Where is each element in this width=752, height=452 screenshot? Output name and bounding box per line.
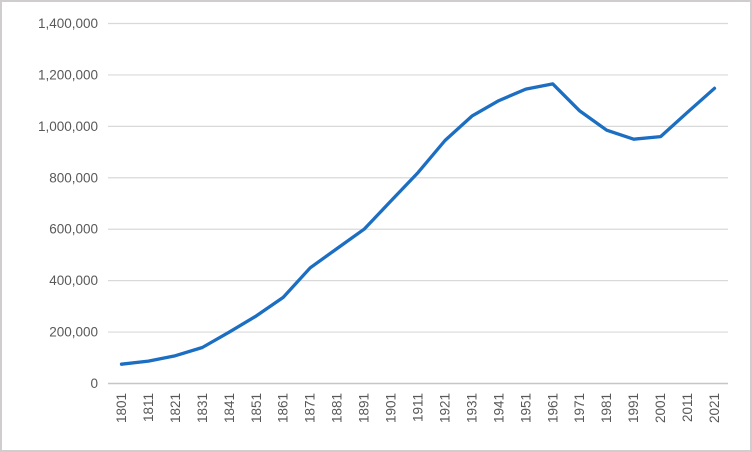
y-axis-label: 600,000 [49,222,98,237]
x-axis-label: 1811 [141,393,156,422]
x-axis-label: 1931 [464,393,479,423]
x-axis-label: 1981 [599,393,614,423]
x-axis-label: 1941 [491,393,506,423]
x-axis-label: 1871 [303,393,318,423]
x-axis-label: 1821 [168,393,183,423]
x-axis-label: 1961 [545,393,560,423]
y-axis-label: 800,000 [49,170,98,185]
y-axis-label: 1,200,000 [38,67,98,82]
x-axis-label: 1831 [195,393,210,423]
x-axis-label: 2011 [680,393,695,422]
x-axis-label: 2021 [707,393,722,423]
y-axis-label: 0 [90,376,98,391]
x-axis-label: 1901 [384,393,399,423]
x-axis-label: 2001 [653,393,668,423]
x-axis-label: 1951 [518,393,533,423]
x-axis-label: 1881 [330,393,345,423]
y-axis-label: 1,000,000 [38,119,98,134]
population-series-line [119,82,717,366]
x-axis-label: 1991 [626,393,641,423]
x-axis-label: 1801 [114,393,129,423]
x-axis-label: 1841 [222,393,237,423]
x-axis-label: 1861 [276,393,291,423]
y-axis-label: 1,400,000 [38,16,98,31]
x-axis-label: 1971 [572,393,587,423]
x-axis-label: 1851 [249,393,264,423]
y-axis-label: 200,000 [49,325,98,340]
x-axis-label: 1911 [411,393,426,422]
x-axis-label: 1921 [437,393,452,423]
x-axis-label: 1891 [357,393,372,423]
y-axis-label: 400,000 [49,273,98,288]
